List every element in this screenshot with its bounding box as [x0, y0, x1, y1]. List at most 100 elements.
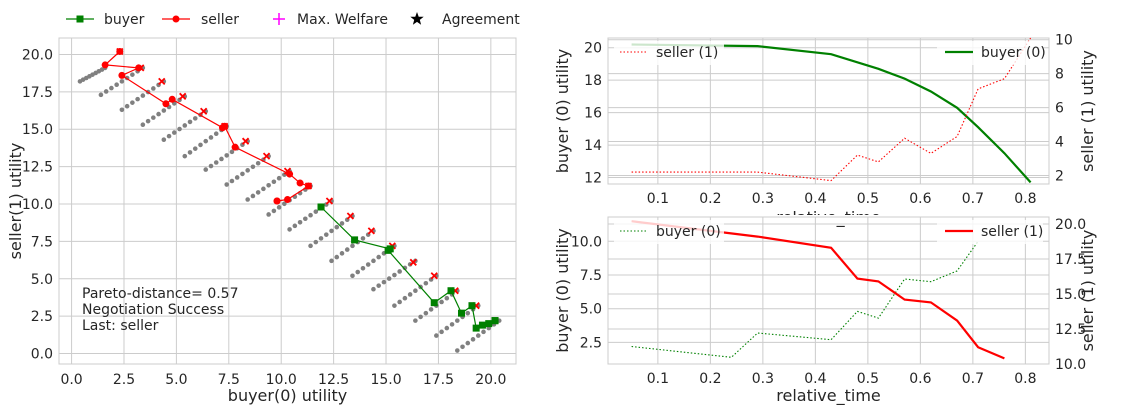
outcome-point	[470, 337, 476, 342]
y-right-tick-label: 10	[1055, 33, 1073, 49]
outcome-point	[392, 303, 397, 308]
outcome-point	[271, 179, 277, 185]
outcome-point	[282, 201, 287, 207]
seller-offer-point	[304, 182, 312, 190]
y-axis-label: seller(1) utility	[6, 143, 25, 260]
seller-offer-point	[296, 179, 304, 187]
legend-marker	[172, 15, 180, 23]
outcome-point	[266, 182, 271, 188]
outcome-point	[428, 307, 434, 312]
outcome-point	[376, 254, 381, 260]
outcome-point	[255, 190, 261, 195]
outcome-point	[423, 310, 429, 316]
x-axis-label: buyer(0) utility	[228, 386, 347, 405]
outcome-point	[455, 318, 460, 323]
outcome-point	[203, 138, 209, 144]
outcome-point	[219, 156, 224, 162]
x-tick-label: 0.2	[699, 191, 721, 207]
frontier-x-marker	[367, 227, 375, 235]
y-tick-label: 17.5	[22, 85, 53, 101]
buyer-offer-point	[491, 317, 499, 325]
outcome-point	[344, 247, 350, 252]
outcome-point	[402, 295, 408, 301]
annotation-line: Negotiation Success	[82, 302, 224, 318]
outcome-point	[308, 212, 313, 218]
buyer-offer-point	[351, 236, 359, 244]
legend-label: buyer	[104, 12, 145, 28]
x-tick-label: 7.5	[218, 372, 240, 388]
outcome-point	[329, 258, 334, 264]
outcome-point	[192, 146, 198, 151]
outcome-point	[213, 160, 219, 165]
legend-label: seller	[201, 12, 239, 28]
outcome-point	[339, 251, 345, 256]
seller-offer-point	[221, 122, 229, 130]
seller-offer-point	[168, 95, 176, 103]
x-tick-label: 0.4	[804, 371, 826, 387]
outcome-point	[439, 329, 444, 335]
frontier-x-marker	[241, 137, 250, 145]
y-tick-label: 16	[584, 106, 602, 122]
x-tick-label: 0.5	[857, 371, 879, 387]
seller-offer-point	[118, 71, 126, 79]
outcome-point	[161, 108, 167, 113]
outcome-point	[397, 269, 402, 274]
outcome-point	[208, 135, 214, 140]
y-tick-label: 5.0	[31, 272, 53, 288]
frontier-x-marker	[325, 197, 334, 205]
y-right-axis-label: seller (1) utility	[1078, 230, 1097, 352]
outcome-point	[119, 107, 125, 113]
outcome-point	[151, 86, 156, 91]
y-tick-label: 5.0	[580, 302, 602, 318]
y-tick-label: 12.5	[22, 160, 53, 176]
y-tick-label: 18	[584, 73, 602, 89]
legend-label-left: buyer (0)	[656, 224, 721, 240]
y-right-tick-label: 4	[1055, 135, 1064, 151]
legend-label-left: seller (1)	[656, 45, 718, 61]
outcome-point	[434, 333, 439, 338]
y-tick-label: 2.5	[31, 309, 53, 325]
outcome-point	[161, 137, 167, 142]
plot-frame	[607, 216, 1050, 365]
overlap-mask	[600, 215, 1060, 225]
buyer-offer-point	[317, 203, 325, 211]
outcome-point	[276, 205, 282, 210]
outcome-point	[355, 269, 361, 275]
outcome-point	[334, 254, 340, 260]
x-tick-label: 0.1	[647, 371, 669, 387]
outcome-point	[402, 265, 408, 271]
outcome-point	[303, 216, 308, 222]
y-right-tick-label: 17.5	[1055, 252, 1086, 268]
outcome-point	[151, 115, 156, 120]
outcome-point	[334, 224, 340, 230]
outcome-point	[213, 131, 219, 137]
outcome-point	[360, 236, 366, 241]
x-tick-label: 0.6	[909, 191, 931, 207]
outcome-point	[224, 153, 230, 158]
buyer-offer-point	[457, 309, 465, 317]
y-tick-label: 10.0	[22, 197, 53, 213]
outcome-point	[245, 197, 250, 202]
frontier-x-marker	[158, 77, 166, 86]
y-right-tick-label: 10.0	[1055, 357, 1086, 373]
outcome-point	[292, 223, 298, 229]
buyer-offer-point	[447, 287, 455, 295]
outcome-point	[119, 79, 125, 84]
legend-marker	[273, 13, 285, 25]
x-tick-label: 15.0	[370, 372, 401, 388]
outcome-point	[308, 243, 313, 249]
x-tick-label: 0.7	[962, 191, 984, 207]
y-tick-label: 7.5	[31, 234, 53, 250]
outcome-point	[313, 209, 319, 214]
outcome-point	[329, 228, 334, 234]
outcome-point	[140, 93, 146, 98]
seller-offer-point	[286, 170, 294, 178]
outcome-point	[145, 118, 151, 124]
outcome-point	[465, 340, 471, 346]
outcome-point	[287, 227, 292, 232]
series-line	[631, 220, 1005, 360]
outcome-point	[187, 119, 193, 125]
outcome-point	[124, 103, 130, 109]
y-tick-label: 12	[584, 171, 602, 187]
outcome-point	[360, 265, 366, 271]
